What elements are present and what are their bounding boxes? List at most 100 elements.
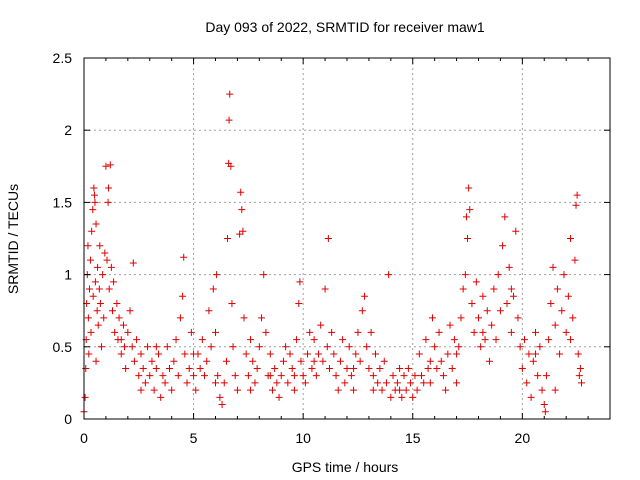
data-point xyxy=(304,350,312,358)
data-point xyxy=(201,372,209,380)
data-point xyxy=(121,343,129,351)
data-point xyxy=(218,401,226,409)
data-point xyxy=(389,372,397,380)
data-point xyxy=(226,90,234,98)
y-tick-label: 2 xyxy=(64,122,72,138)
data-point xyxy=(404,364,412,372)
data-point xyxy=(266,372,274,380)
data-point xyxy=(237,188,245,196)
data-point xyxy=(556,350,564,358)
data-point xyxy=(485,357,493,365)
data-point xyxy=(174,372,182,380)
data-point xyxy=(96,299,104,307)
data-point xyxy=(323,343,331,351)
data-point xyxy=(518,364,526,372)
data-point xyxy=(301,379,309,387)
data-point xyxy=(129,259,137,267)
data-point xyxy=(551,321,559,329)
data-point xyxy=(98,343,106,351)
x-tick-label: 10 xyxy=(295,430,311,446)
data-point xyxy=(523,379,531,387)
data-point xyxy=(448,364,456,372)
data-point xyxy=(328,328,336,336)
data-point xyxy=(396,364,404,372)
data-point xyxy=(490,285,498,293)
data-point xyxy=(575,372,583,380)
x-tick-label: 0 xyxy=(80,430,88,446)
data-point xyxy=(350,364,358,372)
data-point xyxy=(139,364,147,372)
data-point xyxy=(562,328,570,336)
data-point xyxy=(91,198,99,206)
data-point xyxy=(290,386,298,394)
data-point xyxy=(180,253,188,261)
data-point xyxy=(551,386,559,394)
data-point xyxy=(339,336,347,344)
data-points xyxy=(80,90,586,416)
data-point xyxy=(312,372,320,380)
data-point xyxy=(170,357,178,365)
data-point xyxy=(95,285,103,293)
data-point xyxy=(514,314,522,322)
data-point xyxy=(133,336,141,344)
data-point xyxy=(84,314,92,322)
data-point xyxy=(150,386,158,394)
data-point xyxy=(247,336,255,344)
plot-frame xyxy=(83,57,611,420)
data-point xyxy=(183,379,191,387)
data-point xyxy=(396,386,404,394)
data-point xyxy=(141,379,149,387)
data-point xyxy=(104,198,112,206)
data-point xyxy=(321,285,329,293)
data-point xyxy=(238,206,246,214)
data-point xyxy=(464,235,472,242)
data-point xyxy=(437,357,445,365)
data-point xyxy=(94,321,102,329)
data-point xyxy=(103,256,111,264)
data-point xyxy=(393,379,401,387)
data-point xyxy=(176,314,184,322)
data-point xyxy=(426,357,434,365)
data-point xyxy=(365,364,373,372)
data-point xyxy=(146,372,154,380)
data-point xyxy=(574,350,582,358)
data-point xyxy=(137,350,145,358)
data-point xyxy=(242,350,250,358)
data-point xyxy=(135,372,143,380)
data-point xyxy=(89,292,97,300)
data-point xyxy=(433,364,441,372)
data-point xyxy=(431,343,439,351)
data-point xyxy=(435,328,443,336)
y-tick-label: 2.5 xyxy=(53,50,73,66)
data-point xyxy=(525,350,533,358)
data-point xyxy=(450,336,458,344)
data-point xyxy=(534,372,542,380)
x-tick-label: 20 xyxy=(515,430,531,446)
data-point xyxy=(105,285,113,293)
data-point xyxy=(477,343,485,351)
data-point xyxy=(84,242,92,250)
data-point xyxy=(324,235,332,242)
data-point xyxy=(306,328,314,336)
y-tick-label: 1 xyxy=(64,267,72,283)
data-point xyxy=(168,386,176,394)
data-point xyxy=(354,328,362,336)
data-point xyxy=(277,372,285,380)
data-point xyxy=(286,350,294,358)
data-point xyxy=(516,343,524,351)
data-point xyxy=(99,271,107,279)
data-point xyxy=(345,343,353,351)
data-point xyxy=(185,364,193,372)
y-tick-label: 0.5 xyxy=(53,339,73,355)
data-point xyxy=(137,386,145,394)
data-point xyxy=(290,372,298,380)
data-point xyxy=(371,350,379,358)
data-point xyxy=(110,278,118,286)
data-point xyxy=(564,292,572,300)
data-point xyxy=(255,343,263,351)
data-point xyxy=(347,372,355,380)
data-point xyxy=(179,292,187,300)
data-point xyxy=(319,357,327,365)
data-point xyxy=(196,364,204,372)
data-point xyxy=(545,336,553,344)
